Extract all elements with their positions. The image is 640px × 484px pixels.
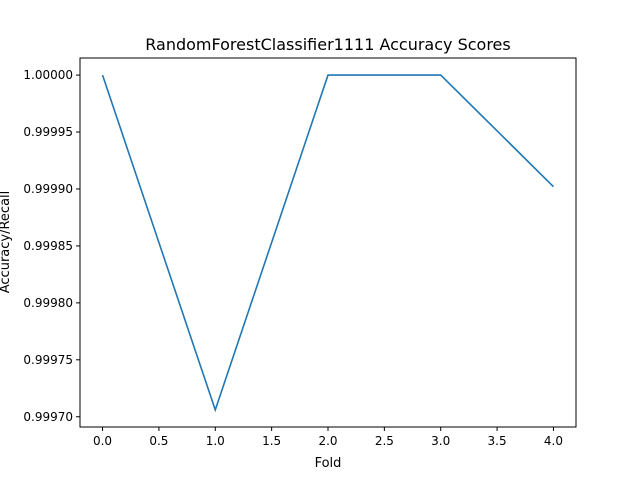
x-tick-label: 1.0 [206,434,225,448]
x-tick-label: 0.0 [93,434,112,448]
chart-title: RandomForestClassifier1111 Accuracy Scor… [145,35,510,54]
x-axis-label: Fold [315,456,342,471]
x-tick-label: 2.0 [318,434,337,448]
x-tick-label: 3.0 [431,434,450,448]
x-tick-label: 1.5 [262,434,281,448]
x-tick-label: 3.5 [488,434,507,448]
y-tick-label: 0.99970 [23,410,73,424]
x-tick-label: 2.5 [375,434,394,448]
x-tick-label: 4.0 [544,434,563,448]
y-axis-label: Accuracy/Recall [0,191,13,294]
y-tick-label: 0.99975 [23,353,73,367]
y-tick-label: 0.99980 [23,296,73,310]
y-tick-label: 0.99985 [23,239,73,253]
x-tick-label: 0.5 [149,434,168,448]
y-tick-label: 0.99995 [23,125,73,139]
y-tick-label: 1.00000 [23,68,73,82]
y-tick-label: 0.99990 [23,182,73,196]
